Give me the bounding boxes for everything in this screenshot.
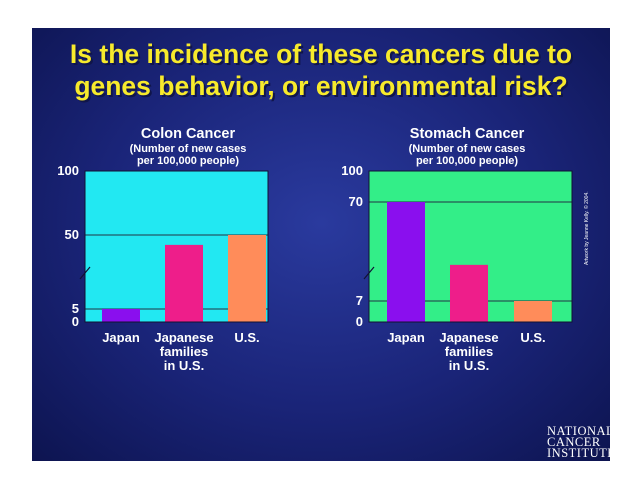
- colon-bar: [102, 309, 140, 322]
- colon-bar: [165, 245, 203, 322]
- stomach-bar: [387, 202, 425, 322]
- colon-x-category-label: Japanese: [154, 330, 213, 345]
- stomach-y-tick-label: 100: [341, 163, 363, 178]
- colon-y-tick-label: 50: [65, 227, 79, 242]
- stomach-x-category-label: in U.S.: [449, 358, 489, 373]
- colon-bar: [228, 235, 266, 322]
- stomach-bar: [514, 301, 552, 322]
- colon-x-category-label: Japan: [102, 330, 140, 345]
- stomach-y-tick-label: 70: [349, 194, 363, 209]
- stomach-x-category-label: Japan: [387, 330, 425, 345]
- colon-y-tick-label: 0: [72, 314, 79, 329]
- colon-x-category-label: U.S.: [234, 330, 259, 345]
- stomach-x-category-label: families: [445, 344, 493, 359]
- stomach-x-category-label: Japanese: [439, 330, 498, 345]
- colon-y-tick-label: 100: [57, 163, 79, 178]
- colon-x-category-label: families: [160, 344, 208, 359]
- slide: Is the incidence of these cancers due to…: [32, 28, 610, 461]
- artwork-credit-text: Artwork by Jeanne Kelly. © 2004.: [584, 191, 590, 265]
- stomach-y-tick-label: 0: [356, 314, 363, 329]
- stomach-bar: [450, 265, 488, 322]
- nci-logo-line3: INSTITUTE: [547, 448, 610, 459]
- stomach-x-category-label: U.S.: [520, 330, 545, 345]
- nci-logo: NATIONAL CANCER INSTITUTE: [547, 426, 610, 459]
- colon-x-category-label: in U.S.: [164, 358, 204, 373]
- stomach-y-tick-label: 7: [356, 293, 363, 308]
